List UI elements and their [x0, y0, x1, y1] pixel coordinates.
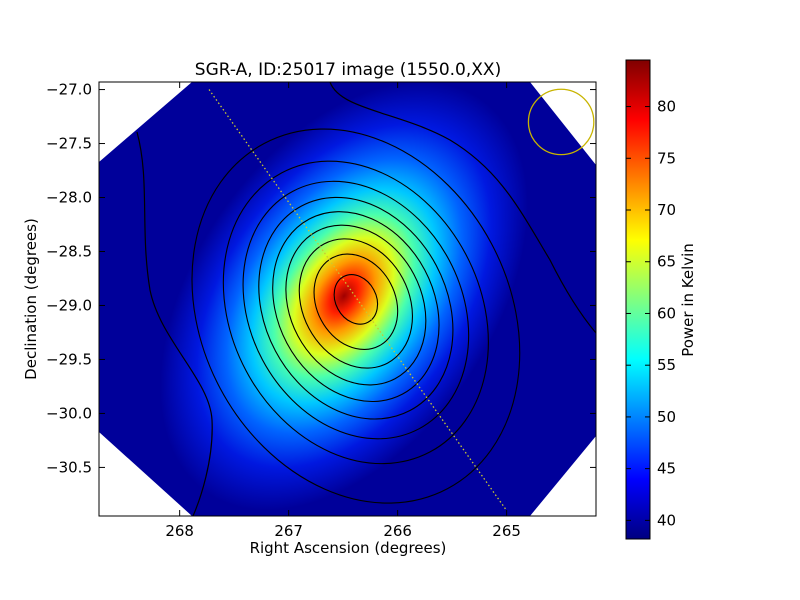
- colorbar-tick-label: 60: [657, 304, 676, 322]
- chart-title: SGR-A, ID:25017 image (1550.0,XX): [195, 60, 501, 80]
- y-axis: −27.0 −27.5 −28.0 −28.5 −29.0 −29.5 −30.0 −30.5: [46, 81, 596, 476]
- plot-area: [99, 82, 596, 516]
- x-axis-label: Right Ascension (degrees): [250, 539, 447, 557]
- colorbar-tick-label: 40: [657, 511, 676, 529]
- contour-line: [333, 274, 379, 325]
- contour-line: [313, 253, 399, 351]
- contour-line: [258, 196, 454, 420]
- y-tick-label: −27.5: [46, 135, 92, 153]
- outer-contour-right: [329, 82, 596, 334]
- contour-line: [242, 180, 470, 440]
- contour-line: [272, 211, 440, 403]
- contour-line: [222, 160, 489, 465]
- colorbar-tick-label: 55: [657, 356, 676, 374]
- contour-line: [191, 128, 521, 504]
- outer-contour-left: [136, 131, 213, 516]
- colorbar-tick-label: 80: [657, 98, 676, 116]
- beam-circle: [527, 88, 595, 156]
- x-tick-label: 266: [383, 522, 412, 540]
- colorbar-tick-label: 75: [657, 149, 676, 167]
- colorbar-ticks: 40 45 50 55 60 65 70 75 80: [626, 98, 676, 529]
- colorbar-tick-label: 65: [657, 253, 676, 271]
- contour-lines: [191, 128, 521, 504]
- x-tick-label: 268: [165, 522, 194, 540]
- contour-line: [298, 238, 414, 369]
- y-tick-label: −28.0: [46, 189, 92, 207]
- colorbar: [625, 59, 651, 540]
- x-tick-label: 265: [492, 522, 521, 540]
- colorbar-tick-label: 70: [657, 201, 676, 219]
- y-tick-label: −29.0: [46, 296, 92, 314]
- y-tick-label: −30.0: [46, 404, 92, 422]
- plot-frame: [98, 81, 597, 517]
- contour-line: [285, 224, 427, 386]
- x-axis: 268 267 266 265: [165, 82, 521, 540]
- colorbar-tick-label: 45: [657, 460, 676, 478]
- y-tick-label: −29.5: [46, 350, 92, 368]
- x-tick-label: 267: [274, 522, 303, 540]
- colorbar-label: Power in Kelvin: [679, 243, 697, 357]
- y-tick-label: −30.5: [46, 458, 92, 476]
- colorbar-tick-label: 50: [657, 408, 676, 426]
- y-tick-label: −27.0: [46, 81, 92, 99]
- y-tick-label: −28.5: [46, 242, 92, 260]
- y-axis-label: Declination (degrees): [22, 218, 40, 380]
- heatmap-image: [99, 82, 596, 516]
